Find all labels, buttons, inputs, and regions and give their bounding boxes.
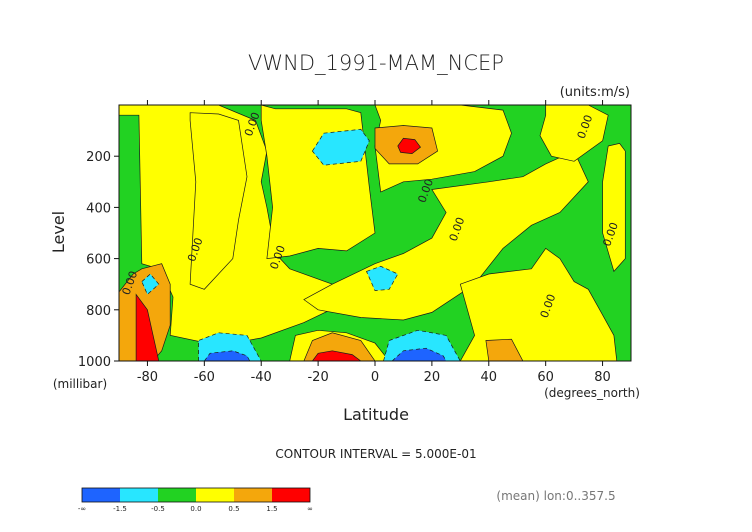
x-tick-label: 40 <box>481 370 498 385</box>
colorbar-swatch <box>158 488 196 502</box>
plot-area: 0.000.000.000.000.000.000.000.000.00-80-… <box>78 100 632 385</box>
colorbar-label: ∞ <box>307 505 313 513</box>
x-unit-note: (degrees_north) <box>544 386 640 400</box>
colorbar-label: 1.5 <box>266 505 277 513</box>
contour-region <box>311 128 370 166</box>
x-tick-label: 0 <box>371 370 379 385</box>
colorbar-swatch <box>82 488 120 502</box>
contour-region <box>311 350 362 361</box>
colorbar: -∞ -1.5 -0.5 0.0 0.5 1.5 ∞ <box>78 487 313 513</box>
y-tick-label: 400 <box>86 201 111 216</box>
y-tick-label: 600 <box>86 253 111 268</box>
x-tick-label: 80 <box>594 370 611 385</box>
y-tick-label: 1000 <box>78 355 111 370</box>
x-tick-label: -60 <box>194 370 215 385</box>
contour-region <box>189 112 248 290</box>
colorbar-frame <box>81 487 311 503</box>
x-tick-label: 20 <box>424 370 441 385</box>
colorbar-label: 0.5 <box>228 505 239 513</box>
y-unit-note: (millibar) <box>53 377 107 391</box>
colorbar-label: -1.5 <box>113 505 127 513</box>
x-tick-label: -40 <box>251 370 272 385</box>
colorbar-swatch <box>234 488 272 502</box>
contour-region <box>203 350 251 361</box>
colorbar-swatch <box>120 488 158 502</box>
x-tick-label: -80 <box>137 370 158 385</box>
x-axis-title: Latitude <box>343 405 409 424</box>
contour-region <box>391 347 447 361</box>
contour-region <box>135 293 160 361</box>
chart-title: VWND_1991-MAM_NCEP <box>248 51 504 75</box>
colorbar-label: 0.0 <box>190 505 201 513</box>
colorbar-swatch <box>272 488 310 502</box>
contour-region <box>260 105 376 259</box>
y-tick-label: 200 <box>86 150 111 165</box>
contour-region <box>485 338 524 361</box>
y-axis-title: Level <box>49 211 68 253</box>
contour-region <box>459 247 618 361</box>
contour-region <box>141 273 160 295</box>
x-tick-label: -20 <box>307 370 328 385</box>
contour-region <box>602 143 626 273</box>
contour-region <box>366 265 399 291</box>
colorbar-label: -∞ <box>78 505 86 513</box>
contour-interval-text: CONTOUR INTERVAL = 5.000E-01 <box>275 447 476 461</box>
contour-region <box>397 137 421 154</box>
y-tick-label: 800 <box>86 304 111 319</box>
footer-note: (mean) lon:0..357.5 <box>496 489 615 503</box>
colorbar-label: -0.5 <box>151 505 165 513</box>
x-tick-label: 60 <box>537 370 554 385</box>
colorbar-swatch <box>196 488 234 502</box>
units-note: (units:m/s) <box>560 85 630 100</box>
contour-region <box>539 105 609 162</box>
